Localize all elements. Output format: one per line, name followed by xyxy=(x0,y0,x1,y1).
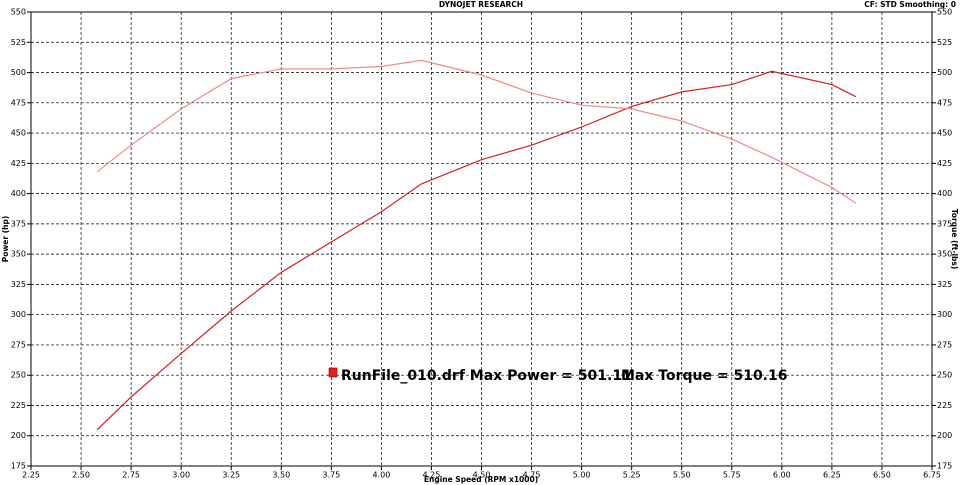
x-tick-label: 2.25 xyxy=(22,471,40,480)
y-tick-label: 500 xyxy=(11,68,26,77)
x-tick-label: 6.00 xyxy=(773,471,791,480)
x-tick-label: 2.50 xyxy=(72,471,90,480)
x-tick-label: 3.25 xyxy=(222,471,240,480)
y-tick-label: 400 xyxy=(11,189,26,198)
y-tick-label: 350 xyxy=(11,250,26,259)
y-tick-label: 300 xyxy=(11,310,26,319)
x-tick-label: 3.00 xyxy=(172,471,190,480)
y-tick-label: 475 xyxy=(11,98,26,107)
y2-tick-label: 300 xyxy=(937,310,952,319)
y-tick-label: 275 xyxy=(11,340,26,349)
y2-tick-label: 525 xyxy=(937,38,952,47)
x-tick-label: 2.75 xyxy=(122,471,140,480)
x-tick-label: 4.00 xyxy=(372,471,390,480)
y2-tick-label: 400 xyxy=(937,189,952,198)
y-tick-label: 325 xyxy=(11,280,26,289)
y2-tick-label: 500 xyxy=(937,68,952,77)
y-tick-label: 225 xyxy=(11,401,26,410)
y2-tick-label: 200 xyxy=(937,431,952,440)
series-line xyxy=(96,70,857,431)
annotation-icon xyxy=(328,367,338,378)
y-tick-label: 525 xyxy=(11,38,26,47)
x-tick-label: 5.75 xyxy=(723,471,741,480)
x-tick-label: 5.25 xyxy=(623,471,641,480)
y-tick-label: 200 xyxy=(11,431,26,440)
chart-title: DYNOJET RESEARCH xyxy=(439,0,523,9)
y2-tick-label: 550 xyxy=(937,8,952,17)
x-tick-label: 6.75 xyxy=(923,471,941,480)
y2-tick-label: 475 xyxy=(937,98,952,107)
y-tick-label: 375 xyxy=(11,219,26,228)
plot-border xyxy=(30,11,933,467)
y-tick-label: 425 xyxy=(11,159,26,168)
y2-tick-label: 375 xyxy=(937,219,952,228)
chart-subtitle: CF: STD Smoothing: 0 xyxy=(864,0,956,9)
x-tick-label: 3.75 xyxy=(322,471,340,480)
y2-tick-label: 325 xyxy=(937,280,952,289)
x-tick-label: 6.50 xyxy=(873,471,891,480)
y2-tick-label: 275 xyxy=(937,340,952,349)
x-tick-label: 4.25 xyxy=(423,471,441,480)
y2-axis-label: Torque (ft-lbs) xyxy=(950,209,959,270)
y-axis-label: Power (hp) xyxy=(1,216,10,263)
y2-tick-label: 450 xyxy=(937,129,952,138)
x-tick-label: 4.75 xyxy=(523,471,541,480)
annotation: Max Torque = 510.16 xyxy=(621,368,787,384)
y-tick-label: 450 xyxy=(11,129,26,138)
x-tick-label: 6.25 xyxy=(823,471,841,480)
y-tick-label: 175 xyxy=(11,462,26,471)
y2-tick-label: 425 xyxy=(937,159,952,168)
x-tick-label: 5.50 xyxy=(673,471,691,480)
y-tick-label: 550 xyxy=(11,8,26,17)
annotation: RunFile_010.drf Max Power = 501.11 xyxy=(341,368,632,384)
y-tick-label: 250 xyxy=(11,371,26,380)
y2-tick-label: 225 xyxy=(937,401,952,410)
y2-tick-label: 175 xyxy=(937,462,952,471)
x-tick-label: 4.50 xyxy=(473,471,491,480)
y2-tick-label: 250 xyxy=(937,371,952,380)
y2-tick-label: 350 xyxy=(937,250,952,259)
x-axis-label: Engine Speed (RPM x1000) xyxy=(424,475,538,484)
x-tick-label: 5.00 xyxy=(573,471,591,480)
x-tick-label: 3.50 xyxy=(272,471,290,480)
series-line xyxy=(96,59,857,204)
